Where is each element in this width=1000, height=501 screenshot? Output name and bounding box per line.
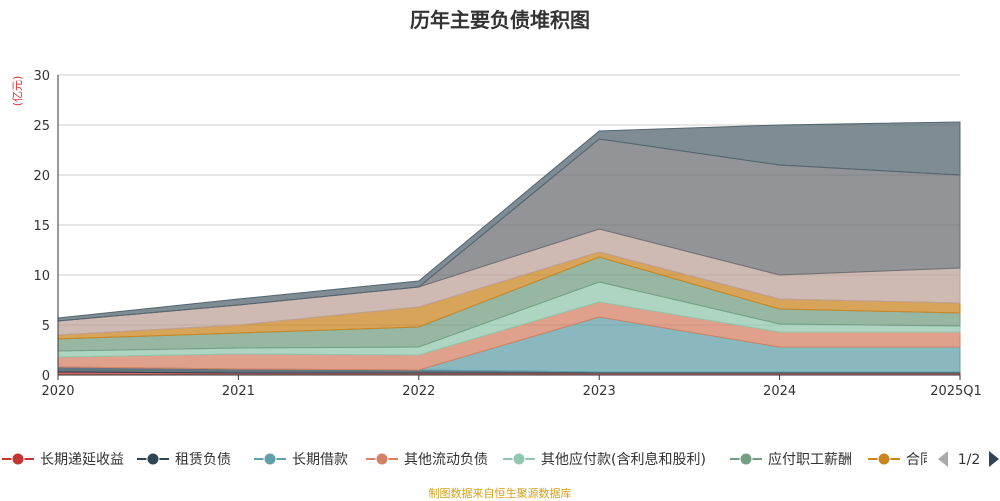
legend-label: 租赁负债 — [175, 452, 231, 468]
source-note: 制图数据来自恒生聚源数据库 — [428, 487, 572, 500]
area-layer — [57, 121, 961, 376]
legend-layer: 长期递延收益 租赁负债 长期借款 其他流动负债 其他应付款(含利息和股利) 应付职工薪酬 合… — [2, 451, 999, 468]
legend-label: 其他流动负债 — [404, 452, 488, 468]
legend-marker — [263, 452, 277, 466]
y-tick-label: 15 — [33, 219, 50, 234]
y-tick-label: 10 — [33, 269, 50, 284]
legend-item[interactable]: 长期借款 — [254, 452, 348, 468]
x-tick-label: 2021 — [222, 384, 255, 399]
legend-marker — [877, 452, 891, 466]
legend-marker — [739, 452, 753, 466]
x-tick-label: 2022 — [402, 384, 435, 399]
legend-item[interactable]: 应付职工薪酬 — [730, 451, 852, 468]
x-tick-label: 2025Q1 — [930, 384, 982, 399]
y-tick-label: 0 — [42, 369, 50, 384]
legend-item[interactable]: 租赁负债 — [137, 452, 231, 468]
legend-item[interactable]: 其他流动负债 — [366, 452, 488, 468]
legend-label: 长期递延收益 — [40, 452, 124, 468]
y-tick-label: 25 — [33, 119, 50, 134]
legend-item[interactable]: 合同负债 — [868, 452, 962, 468]
legend-item[interactable]: 长期递延收益 — [2, 452, 124, 468]
legend-marker — [11, 452, 25, 466]
legend-label: 应付职工薪酬 — [768, 451, 852, 468]
legend-marker — [146, 452, 160, 466]
axis-layer: 0 5 10 15 20 25 30 (亿元) 2020 2021 2022 2023 2024 2025… — [11, 69, 982, 399]
legend-item[interactable]: 其他应付款(含利息和股利) — [503, 451, 706, 468]
legend-marker — [512, 452, 526, 466]
x-tick-label: 2020 — [41, 384, 74, 399]
x-tick-label: 2023 — [583, 384, 616, 399]
legend-next-arrow-icon[interactable] — [989, 451, 999, 467]
legend-prev-arrow-icon[interactable] — [938, 451, 948, 467]
x-tick-label: 2024 — [763, 384, 796, 399]
area-series — [57, 121, 961, 322]
legend-label: 合同负债 — [906, 452, 962, 468]
y-tick-label: 20 — [33, 169, 50, 184]
legend-label: 长期借款 — [292, 452, 348, 468]
legend-page-indicator: 1/2 — [958, 452, 981, 468]
legend-label: 其他应付款(含利息和股利) — [541, 451, 706, 468]
legend-marker — [375, 452, 389, 466]
y-tick-label: 30 — [33, 69, 50, 84]
chart-title: 历年主要负债堆积图 — [410, 8, 590, 32]
y-tick-label: 5 — [42, 319, 50, 334]
y-axis-label: (亿元) — [11, 76, 24, 107]
